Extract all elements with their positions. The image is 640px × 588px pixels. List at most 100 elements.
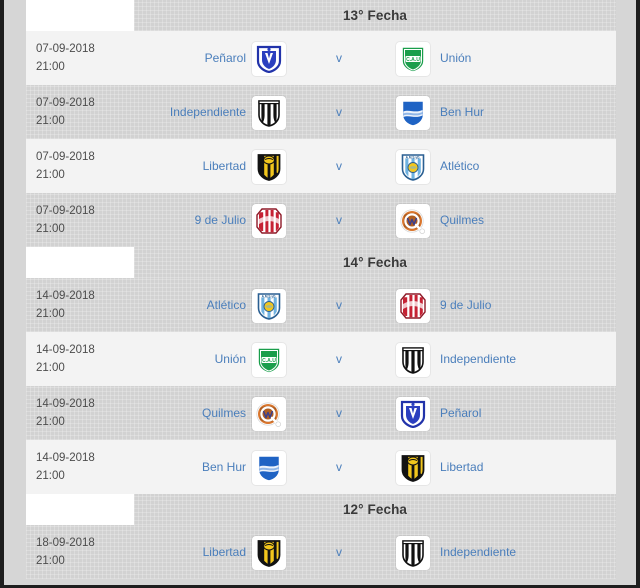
match-row: 14-09-2018 21:00 Ben Hur v Libertad xyxy=(26,440,616,494)
match-datetime: 14-09-2018 21:00 xyxy=(36,440,154,494)
away-team-link[interactable]: Unión xyxy=(440,51,472,65)
home-team-crest[interactable] xyxy=(252,451,286,485)
versus-label: v xyxy=(336,159,342,173)
match-date: 14-09-2018 xyxy=(36,290,95,302)
svg-text:A.M.S.yD.: A.M.S.yD. xyxy=(262,294,277,298)
home-team-link[interactable]: Quilmes xyxy=(201,406,246,420)
svg-text:A.M.S.yD.: A.M.S.yD. xyxy=(406,155,421,159)
match-time: 21:00 xyxy=(36,169,65,181)
away-team-link[interactable]: 9 de Julio xyxy=(440,298,492,312)
home-team-link[interactable]: Ben Hur xyxy=(201,460,246,474)
away-team-crest[interactable] xyxy=(396,397,430,431)
versus-label: v xyxy=(336,213,342,227)
atletico-crest[interactable]: A.M.S.yD. xyxy=(396,150,430,184)
away-team-link[interactable]: Libertad xyxy=(440,460,484,474)
match-time: 21:00 xyxy=(36,555,65,567)
match-datetime: 14-09-2018 21:00 xyxy=(36,332,154,386)
home-team-crest[interactable]: C.A.U xyxy=(252,343,286,377)
home-team-crest[interactable]: A.M.S.yD. xyxy=(252,289,286,323)
home-team-crest[interactable] xyxy=(252,204,286,238)
home-team-crest[interactable] xyxy=(252,150,286,184)
away-team-crest[interactable] xyxy=(396,204,430,238)
fecha-header: 14° Fecha xyxy=(26,247,616,278)
home-team-link[interactable]: Peñarol xyxy=(204,51,246,65)
penarol-crest[interactable] xyxy=(396,397,430,431)
home-team-link[interactable]: Libertad xyxy=(202,159,246,173)
home-team-crest[interactable] xyxy=(252,96,286,130)
independiente-crest[interactable] xyxy=(252,96,286,130)
home-team-link[interactable]: Independiente xyxy=(169,105,246,119)
home-team-crest[interactable] xyxy=(252,42,286,76)
fecha-header-blank xyxy=(26,494,134,525)
away-team-crest[interactable]: C.A.U xyxy=(396,42,430,76)
away-team-link[interactable]: Independiente xyxy=(440,545,517,559)
nuevedejulio-crest[interactable] xyxy=(396,289,430,323)
independiente-crest[interactable] xyxy=(396,536,430,570)
page-background: 13° Fecha 07-09-2018 21:00 Peñarol v C.A.U … xyxy=(4,0,636,585)
away-team-crest[interactable] xyxy=(396,451,430,485)
fixture-list: 13° Fecha 07-09-2018 21:00 Peñarol v C.A.U … xyxy=(26,0,616,579)
versus-label: v xyxy=(336,406,342,420)
benhur-crest[interactable] xyxy=(252,451,286,485)
match-time: 21:00 xyxy=(36,416,65,428)
match-date: 14-09-2018 xyxy=(36,398,95,410)
versus-label: v xyxy=(336,105,342,119)
libertad-crest[interactable] xyxy=(252,150,286,184)
independiente-crest[interactable] xyxy=(396,343,430,377)
nuevedejulio-crest[interactable] xyxy=(252,204,286,238)
home-team-crest[interactable] xyxy=(252,397,286,431)
quilmes-crest[interactable] xyxy=(396,204,430,238)
away-team-link[interactable]: Quilmes xyxy=(440,213,485,227)
match-time: 21:00 xyxy=(36,115,65,127)
match-row: 07-09-2018 21:00 Libertad v A.M.S.yD. Atlé… xyxy=(26,139,616,193)
away-team-link[interactable]: Atlético xyxy=(440,159,480,173)
home-team-link[interactable]: Atlético xyxy=(206,298,246,312)
libertad-crest[interactable] xyxy=(396,451,430,485)
match-datetime: 07-09-2018 21:00 xyxy=(36,85,154,139)
match-row: 14-09-2018 21:00 Quilmes v Peñarol xyxy=(26,386,616,440)
match-row: 14-09-2018 21:00 Atlético A.M.S.yD. v xyxy=(26,278,616,332)
atletico-crest[interactable]: A.M.S.yD. xyxy=(252,289,286,323)
home-team-link[interactable]: Libertad xyxy=(202,545,246,559)
match-datetime: 14-09-2018 21:00 xyxy=(36,278,154,332)
benhur-crest[interactable] xyxy=(396,96,430,130)
away-team-link[interactable]: Peñarol xyxy=(440,406,482,420)
match-datetime: 07-09-2018 21:00 xyxy=(36,139,154,193)
libertad-crest[interactable] xyxy=(252,536,286,570)
match-time: 21:00 xyxy=(36,470,65,482)
quilmes-crest[interactable] xyxy=(252,397,286,431)
match-row: 07-09-2018 21:00 Peñarol v C.A.U Unión xyxy=(26,31,616,85)
versus-label: v xyxy=(336,460,342,474)
away-team-crest[interactable] xyxy=(396,96,430,130)
away-team-crest[interactable]: A.M.S.yD. xyxy=(396,150,430,184)
match-datetime: 07-09-2018 21:00 xyxy=(36,193,154,247)
home-team-crest[interactable] xyxy=(252,536,286,570)
match-row: 14-09-2018 21:00 Unión C.A.U v Independien… xyxy=(26,332,616,386)
fecha-header: 13° Fecha xyxy=(26,0,616,31)
away-team-crest[interactable] xyxy=(396,289,430,323)
match-datetime: 18-09-2018 21:00 xyxy=(36,525,154,579)
away-team-crest[interactable] xyxy=(396,536,430,570)
match-date: 07-09-2018 xyxy=(36,43,95,55)
away-team-link[interactable]: Ben Hur xyxy=(440,105,485,119)
versus-label: v xyxy=(336,545,342,559)
svg-text:C.A.U: C.A.U xyxy=(406,57,420,63)
away-team-link[interactable]: Independiente xyxy=(440,352,517,366)
fecha-title: 14° Fecha xyxy=(342,255,408,270)
fecha-header-blank xyxy=(26,0,134,31)
match-date: 07-09-2018 xyxy=(36,205,95,217)
match-time: 21:00 xyxy=(36,61,65,73)
penarol-crest[interactable] xyxy=(252,42,286,76)
home-team-link[interactable]: Unión xyxy=(214,352,246,366)
match-datetime: 14-09-2018 21:00 xyxy=(36,386,154,440)
versus-label: v xyxy=(336,352,342,366)
fecha-header-blank xyxy=(26,247,134,278)
match-row: 07-09-2018 21:00 9 de Julio v Quilmes xyxy=(26,193,616,247)
match-date: 07-09-2018 xyxy=(36,97,95,109)
union-crest[interactable]: C.A.U xyxy=(252,343,286,377)
home-team-link[interactable]: 9 de Julio xyxy=(194,213,246,227)
versus-label: v xyxy=(336,51,342,65)
union-crest[interactable]: C.A.U xyxy=(396,42,430,76)
away-team-crest[interactable] xyxy=(396,343,430,377)
